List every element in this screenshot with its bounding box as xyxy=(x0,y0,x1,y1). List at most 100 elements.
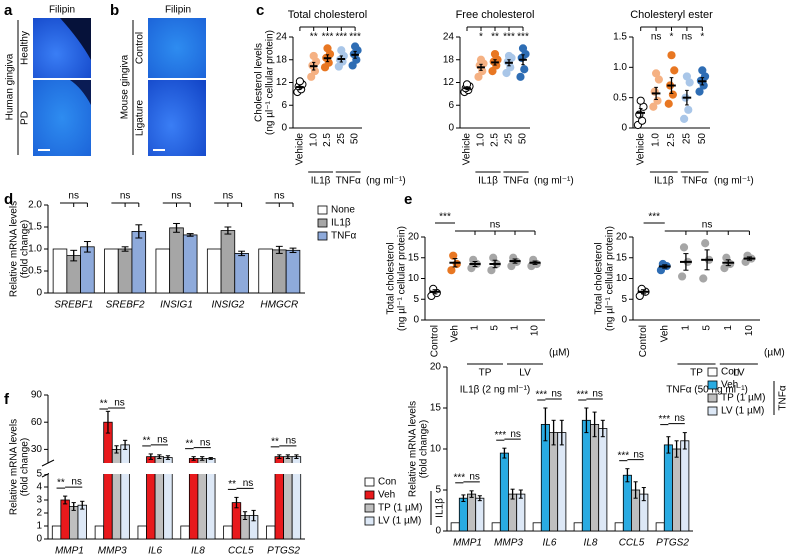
bar xyxy=(80,246,95,294)
bar xyxy=(532,522,542,532)
legend-label: None xyxy=(331,205,355,216)
axis-gap xyxy=(49,463,306,474)
significance: ns xyxy=(200,437,211,448)
y-tick-label: 0 xyxy=(413,315,419,326)
legend-label: TP (1 µM) xyxy=(721,393,765,404)
data-point xyxy=(520,65,529,74)
significance: * xyxy=(479,32,483,43)
legend-swatch xyxy=(707,393,718,403)
significance: ns xyxy=(223,191,234,202)
x-tick-label: IL6 xyxy=(543,538,557,549)
y-tick-label: 18 xyxy=(443,54,455,65)
data-point xyxy=(351,42,360,51)
x-tick-label: 1 xyxy=(723,325,734,331)
y-tick-label: 6 xyxy=(448,100,454,111)
y-tick-label: 15 xyxy=(408,252,420,263)
y-tick-label: 1 xyxy=(36,521,42,532)
x-tick-label: CCL5 xyxy=(619,538,645,549)
significance: ns xyxy=(68,191,79,202)
legend-label: Veh xyxy=(378,490,395,501)
significance: ** xyxy=(310,32,318,43)
bar xyxy=(51,525,62,540)
x-tick-label: PTGS2 xyxy=(267,546,300,556)
significance: ns xyxy=(157,435,168,446)
x-tick-label: 1 xyxy=(510,325,521,331)
row-label: Healthy xyxy=(20,31,31,65)
significance: ** xyxy=(57,478,65,489)
x-tick-label: 1 xyxy=(470,325,481,331)
significance: ns xyxy=(243,478,254,489)
bar xyxy=(131,230,147,294)
significance: *** xyxy=(517,32,529,43)
unit-label: (ng ml⁻¹) xyxy=(714,176,754,187)
x-tick-label: 1.0 xyxy=(308,133,319,147)
bar xyxy=(103,421,113,540)
y-tick-label: 5 xyxy=(36,469,42,480)
data-point xyxy=(682,72,692,81)
y-tick-label: 2 xyxy=(36,508,42,519)
data-point xyxy=(518,44,528,53)
bar xyxy=(655,522,665,532)
bar xyxy=(598,428,608,532)
group-label: IL1β xyxy=(435,498,446,518)
data-point xyxy=(652,69,661,78)
x-tick-label: HMGCR xyxy=(260,300,298,311)
unit-label: (ng ml⁻¹) xyxy=(366,176,406,187)
significance: ns xyxy=(114,398,125,409)
legend-label: IL1β xyxy=(331,218,351,229)
y-tick-label: 1.5 xyxy=(613,32,627,43)
bar xyxy=(111,448,122,540)
y-tick-label: 60 xyxy=(31,417,43,428)
y-tick-label: 10 xyxy=(408,273,420,284)
legend-swatch xyxy=(707,380,718,390)
data-point xyxy=(487,266,496,275)
x-tick-label: SREBF2 xyxy=(106,300,145,311)
axis-break xyxy=(42,463,54,474)
group-label: TNFα xyxy=(682,176,707,187)
y-axis-label: (ng µl⁻¹ cellular protein) xyxy=(265,30,276,135)
y-tick-label: 0 xyxy=(621,123,627,134)
x-tick-label: MMP1 xyxy=(453,538,482,549)
significance: *** xyxy=(453,472,465,483)
x-tick-label: Veh xyxy=(659,325,670,342)
significance: *** xyxy=(617,450,629,461)
data-point xyxy=(502,68,511,78)
panel-label: f xyxy=(4,391,10,408)
data-point xyxy=(664,99,673,108)
data-point xyxy=(474,72,483,81)
bar xyxy=(60,499,70,540)
significance: ns xyxy=(674,413,685,424)
data-point xyxy=(490,49,500,59)
significance: ns xyxy=(120,191,131,202)
y-tick-label: 1.0 xyxy=(28,244,42,255)
y-tick-label: 20 xyxy=(430,362,442,373)
bar xyxy=(169,227,184,294)
legend-label: Con xyxy=(378,477,396,488)
group-label: TNFα xyxy=(336,176,361,187)
legend-swatch xyxy=(364,477,375,487)
bar xyxy=(475,497,485,532)
data-point xyxy=(504,51,514,61)
x-tick-label: CCL5 xyxy=(228,546,254,556)
legend-swatch xyxy=(707,406,718,416)
group-label: LV xyxy=(733,368,745,379)
bar xyxy=(499,452,509,532)
x-tick-label: Veh xyxy=(450,325,461,342)
y-tick-label: 0.5 xyxy=(613,92,627,103)
chart-title: Free cholesterol xyxy=(456,9,535,21)
data-point xyxy=(678,272,687,281)
data-point xyxy=(695,87,704,96)
group-label: TNFα xyxy=(778,385,789,410)
y-tick-label: 0.5 xyxy=(28,266,42,277)
bar xyxy=(467,493,477,532)
bar xyxy=(285,249,301,294)
bar xyxy=(622,474,632,532)
group-label: IL1β xyxy=(478,176,498,187)
bar xyxy=(120,444,130,540)
significance: *** xyxy=(322,32,334,43)
data-point xyxy=(649,102,658,111)
significance: ** xyxy=(143,436,151,447)
bar xyxy=(614,522,624,532)
y-tick-label: 5 xyxy=(413,294,419,305)
bar xyxy=(258,248,273,294)
